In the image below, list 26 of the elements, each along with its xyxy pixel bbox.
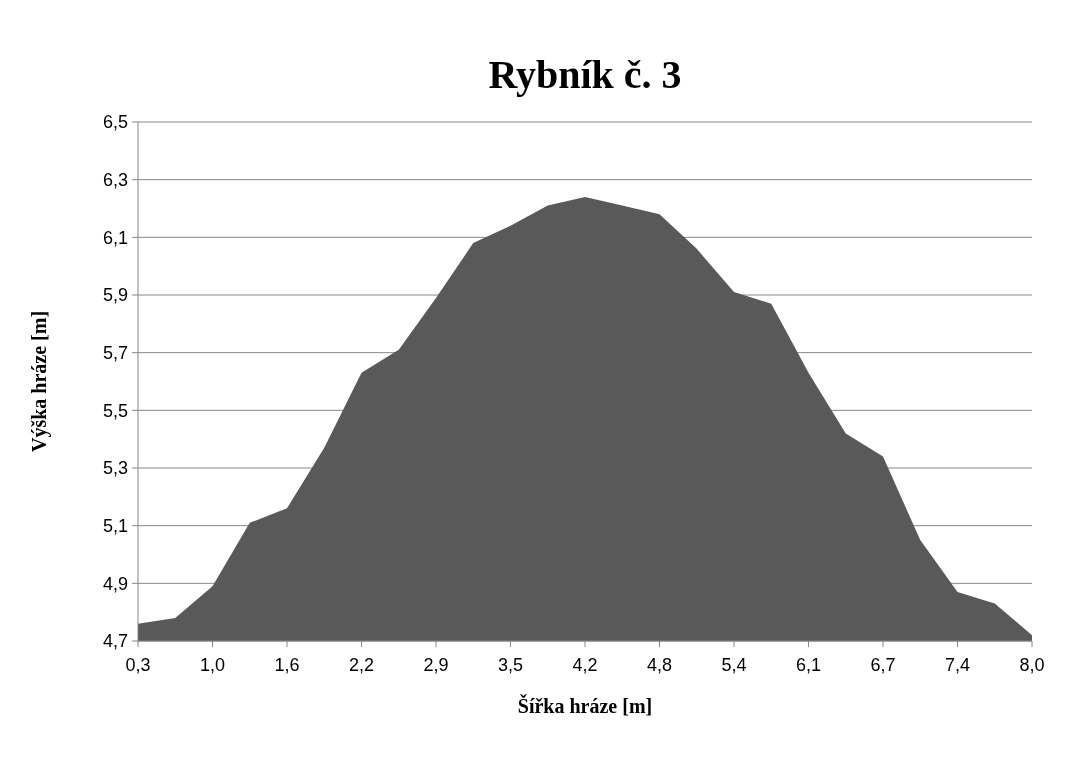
x-tick-label: 2,9 xyxy=(423,655,449,675)
y-tick-label: 5,9 xyxy=(102,285,128,306)
x-tick-label: 2,2 xyxy=(348,655,375,675)
y-tick-label: 5,5 xyxy=(102,400,128,421)
x-tick-label: 4,2 xyxy=(572,655,598,675)
y-axis-title: Výška hráze [m] xyxy=(28,310,51,453)
y-tick-label: 5,1 xyxy=(102,515,128,536)
x-tick-label: 6,7 xyxy=(870,655,896,675)
x-tick-label: 8,0 xyxy=(1019,655,1045,675)
x-tick-label: 5,4 xyxy=(721,655,747,675)
chart-title: Rybník č. 3 xyxy=(488,52,682,97)
x-tick-label: 1,6 xyxy=(274,655,300,675)
y-tick-label: 6,3 xyxy=(102,169,128,190)
y-tick-label: 4,7 xyxy=(102,631,128,652)
x-tick-label: 6,1 xyxy=(795,655,822,675)
x-tick-label: 0,3 xyxy=(125,655,151,675)
x-tick-label: 4,8 xyxy=(646,655,673,675)
x-tick-label: 1,0 xyxy=(199,655,226,675)
y-tick-label: 4,9 xyxy=(102,573,128,594)
x-tick-label: 3,5 xyxy=(497,655,524,675)
x-tick-label: 7,4 xyxy=(944,655,971,675)
y-tick-label: 6,5 xyxy=(102,112,128,133)
y-tick-label: 6,1 xyxy=(102,227,128,248)
y-tick-label: 5,3 xyxy=(102,458,128,479)
y-tick-label: 5,7 xyxy=(102,342,128,363)
x-axis-title: Šířka hráze [m] xyxy=(517,694,653,717)
